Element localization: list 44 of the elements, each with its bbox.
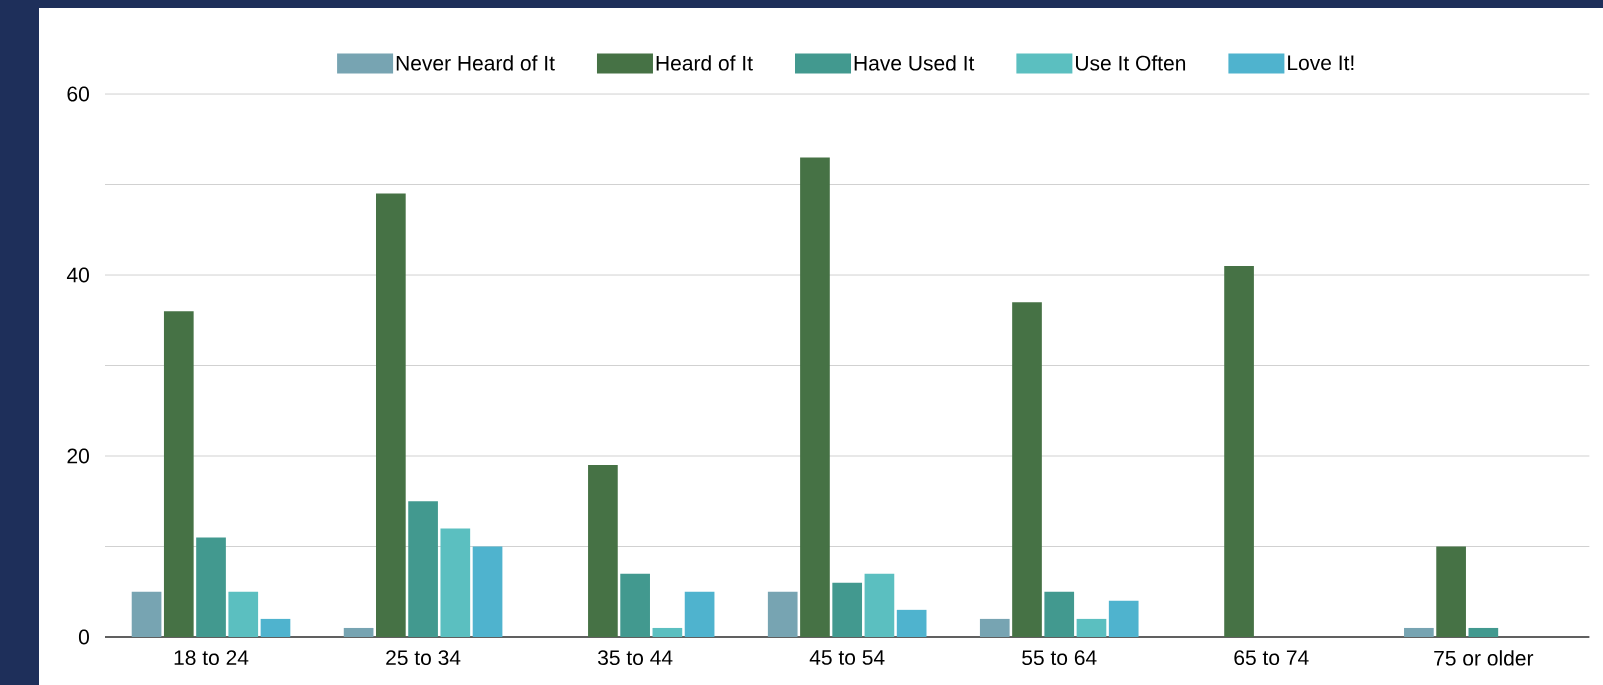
bar xyxy=(260,618,291,637)
bar xyxy=(1404,627,1434,637)
bar xyxy=(620,573,650,637)
x-tick-label: 25 to 34 xyxy=(386,650,461,666)
x-tick-label: 45 to 54 xyxy=(809,650,885,665)
y-tick-label: 0 xyxy=(78,629,89,645)
bar xyxy=(343,627,374,637)
x-tick-label: 18 to 24 xyxy=(174,650,249,666)
bar xyxy=(228,591,259,637)
bar xyxy=(472,546,503,637)
legend-label: Never Heard of It xyxy=(396,55,555,71)
bar xyxy=(979,618,1010,637)
bar xyxy=(1436,546,1466,637)
bar xyxy=(767,591,798,637)
bar xyxy=(1012,302,1042,637)
bar xyxy=(440,528,471,637)
bar xyxy=(1044,591,1075,637)
y-tick-label: 60 xyxy=(67,86,89,102)
legend-label: Love It! xyxy=(1288,55,1354,71)
legend-label: Heard of It xyxy=(656,55,753,71)
y-tick-label: 40 xyxy=(66,267,89,283)
bar xyxy=(864,573,895,637)
y-tick-label: 20 xyxy=(67,448,89,464)
x-tick-label: 55 to 64 xyxy=(1022,650,1097,666)
bar xyxy=(1224,265,1254,637)
bar xyxy=(1108,600,1139,637)
legend-label: Use It Often xyxy=(1075,55,1186,71)
bar xyxy=(896,609,927,637)
bar xyxy=(163,311,194,637)
bar xyxy=(196,537,226,637)
x-tick-label: 35 to 44 xyxy=(597,650,673,666)
bar xyxy=(1468,627,1499,637)
bar xyxy=(588,465,618,637)
bar xyxy=(832,582,863,637)
x-tick-label: 65 to 74 xyxy=(1234,650,1309,666)
bar xyxy=(376,193,406,637)
bar xyxy=(408,501,438,637)
x-tick-label: 75 or older xyxy=(1434,650,1534,666)
bar xyxy=(1076,618,1107,637)
legend-label: Have Used It xyxy=(854,55,975,71)
bar xyxy=(684,591,715,637)
bar xyxy=(800,157,830,637)
bar xyxy=(652,627,683,637)
bar xyxy=(131,591,162,637)
